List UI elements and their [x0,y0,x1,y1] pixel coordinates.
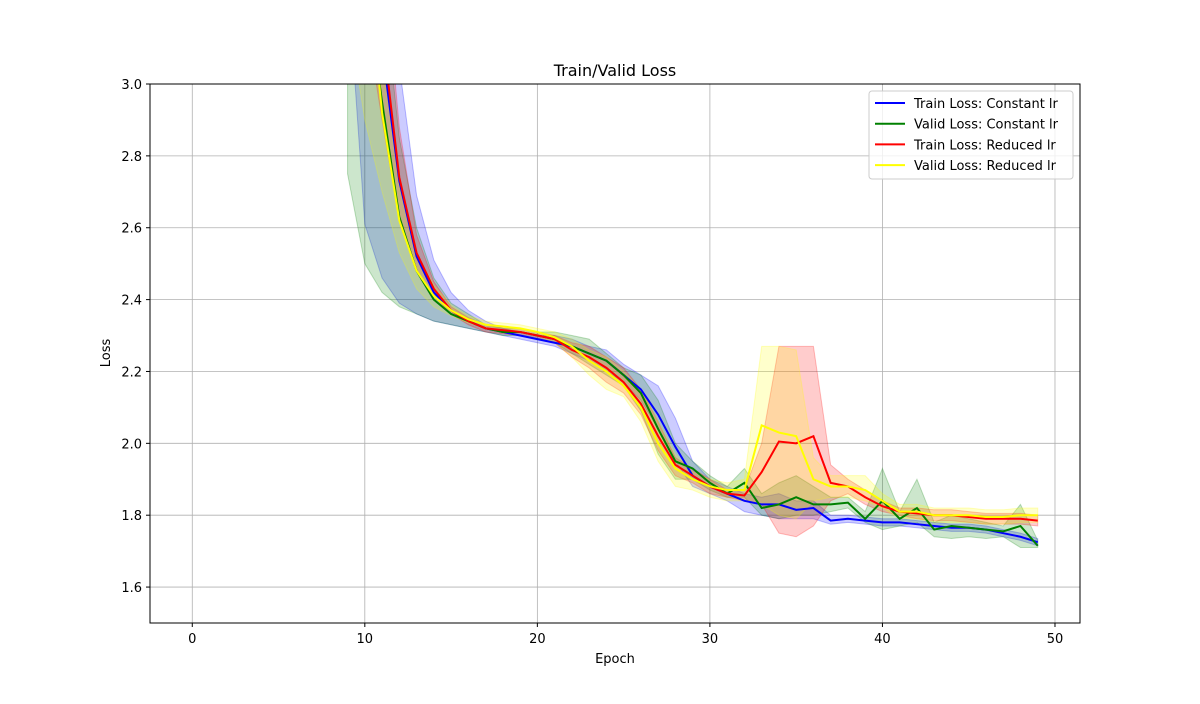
x-tick-label: 20 [529,632,546,647]
legend: Train Loss: Constant lr Valid Loss: Const… [868,90,1074,180]
error-band [358,84,1039,525]
legend-box [868,90,1074,180]
legend-label: Train Loss: Constant lr [913,97,1059,112]
y-tick-label: 2.8 [121,150,142,165]
y-tick-label: 2.2 [121,365,142,380]
x-tick-label: 10 [357,632,374,647]
x-tick-label: 40 [874,632,891,647]
chart-title: Train/Valid Loss [553,61,677,80]
plot-area [347,84,1039,549]
line [387,84,1038,522]
error-band [347,84,1039,549]
x-tick-label: 50 [1047,632,1064,647]
legend-label: Valid Loss: Reduced lr [914,159,1057,174]
y-tick-label: 1.6 [121,581,142,596]
error-band [375,84,1039,538]
x-tick-label: 0 [188,632,196,647]
axes-frame [149,83,1081,624]
y-tick-label: 2.4 [121,294,142,309]
error-band [354,84,1039,547]
line [378,84,1038,518]
line [378,84,1039,547]
x-tick-label: 30 [702,632,719,647]
y-tick-label: 3.0 [121,78,142,93]
x-axis-label: Epoch [595,652,635,667]
legend-label: Valid Loss: Constant lr [914,118,1059,133]
legend-label: Train Loss: Reduced lr [913,138,1056,153]
y-tick-label: 1.8 [121,509,142,524]
y-tick-label: 2.0 [121,437,142,452]
y-axis-label: Loss [99,339,114,368]
y-tick-label: 2.6 [121,222,142,237]
